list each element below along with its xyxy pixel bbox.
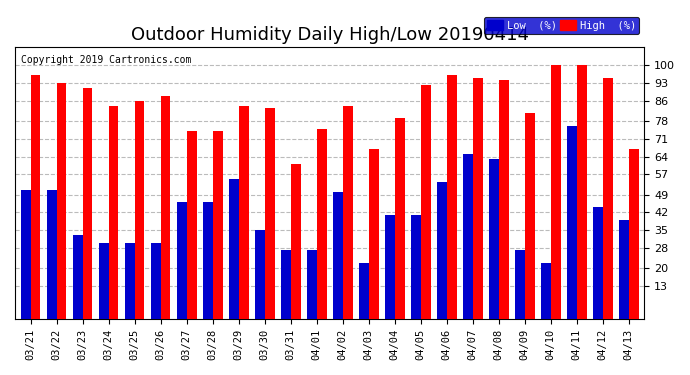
Bar — [385, 215, 395, 319]
Bar — [265, 108, 275, 319]
Bar — [30, 75, 41, 319]
Bar — [395, 118, 404, 319]
Bar — [473, 78, 482, 319]
Bar — [593, 207, 602, 319]
Bar — [499, 80, 509, 319]
Bar — [83, 88, 92, 319]
Bar — [541, 263, 551, 319]
Bar — [281, 251, 290, 319]
Bar — [150, 243, 161, 319]
Bar — [21, 189, 30, 319]
Legend: Low  (%), High  (%): Low (%), High (%) — [484, 17, 639, 34]
Bar — [524, 113, 535, 319]
Bar — [125, 243, 135, 319]
Bar — [551, 65, 560, 319]
Bar — [177, 202, 186, 319]
Bar — [368, 149, 379, 319]
Bar — [135, 100, 144, 319]
Bar — [203, 202, 213, 319]
Bar — [619, 220, 629, 319]
Bar — [255, 230, 265, 319]
Bar — [489, 159, 499, 319]
Bar — [229, 179, 239, 319]
Bar — [515, 251, 524, 319]
Text: Copyright 2019 Cartronics.com: Copyright 2019 Cartronics.com — [21, 56, 192, 66]
Bar — [72, 235, 83, 319]
Bar — [213, 131, 222, 319]
Bar — [99, 243, 108, 319]
Bar — [307, 251, 317, 319]
Bar — [411, 215, 421, 319]
Bar — [108, 106, 119, 319]
Bar — [317, 129, 326, 319]
Bar — [566, 126, 577, 319]
Bar — [359, 263, 368, 319]
Bar — [186, 131, 197, 319]
Bar — [602, 78, 613, 319]
Bar — [290, 164, 301, 319]
Bar — [437, 182, 446, 319]
Bar — [343, 106, 353, 319]
Bar — [161, 96, 170, 319]
Title: Outdoor Humidity Daily High/Low 20190414: Outdoor Humidity Daily High/Low 20190414 — [130, 26, 529, 44]
Bar — [463, 154, 473, 319]
Bar — [421, 86, 431, 319]
Bar — [57, 83, 66, 319]
Bar — [446, 75, 457, 319]
Bar — [333, 192, 343, 319]
Bar — [239, 106, 248, 319]
Bar — [629, 149, 638, 319]
Bar — [577, 65, 586, 319]
Bar — [47, 189, 57, 319]
